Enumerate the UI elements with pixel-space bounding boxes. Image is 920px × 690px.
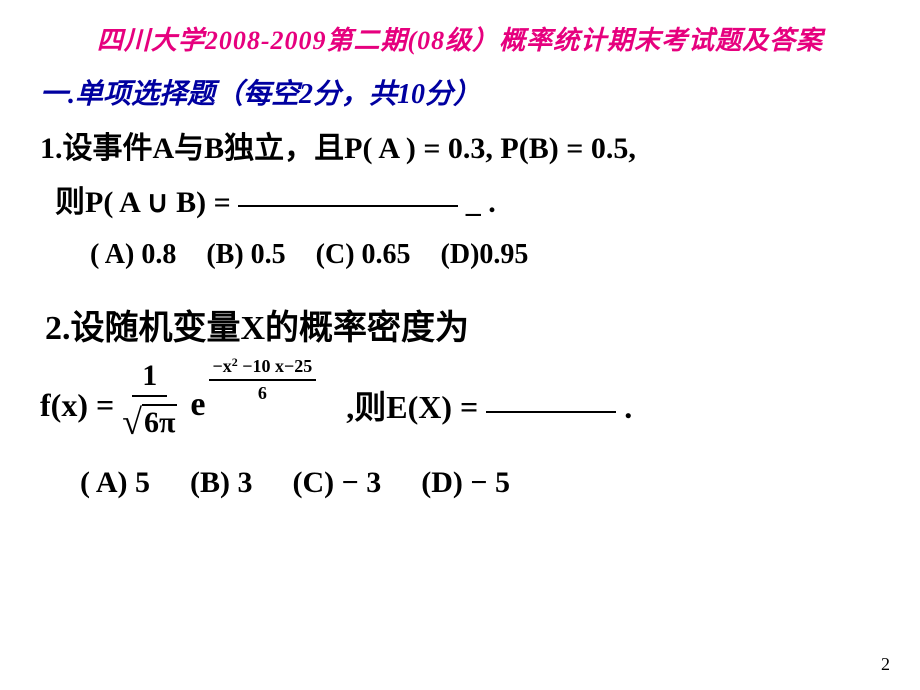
question-1: 1.设事件A与B独立，且P( A ) = 0.3, P(B) = 0.5, 则P… (30, 122, 890, 280)
exponent-fraction: −x2 −10 x−25 6 (209, 356, 317, 404)
q2-blank (486, 411, 616, 413)
q1-option-b: (B) 0.5 (206, 239, 285, 270)
q1-line1: 1.设事件A与B独立，且P( A ) = 0.3, P(B) = 0.5, (40, 122, 890, 176)
q2-option-c: (C) − 3 (293, 466, 382, 499)
q2-period: . (616, 389, 632, 425)
q2-option-d: (D) − 5 (421, 466, 510, 499)
q1-option-a: ( A) 0.8 (90, 239, 176, 270)
sqrt-symbol: √ (122, 401, 142, 443)
q2-option-a: ( A) 5 (80, 466, 150, 499)
e-base: e (190, 386, 205, 424)
frac-denominator: √6π (122, 397, 177, 441)
sqrt-content: 6π (142, 404, 177, 440)
question-2-heading: 2.设随机变量X的概率密度为 (30, 300, 890, 349)
exp-numerator: −x2 −10 x−25 (209, 356, 317, 381)
exp-denominator: 6 (258, 381, 267, 404)
q2-option-b: (B) 3 (190, 466, 253, 499)
frac-numerator: 1 (132, 359, 167, 397)
q1-line2: 则P( A ∪ B) = _ . (40, 176, 890, 230)
q1-line2-pre: 则P( A ∪ B) = (55, 186, 238, 219)
fraction-1-over-sqrt6pi: 1 √6π (122, 359, 177, 441)
q1-option-d: (D)0.95 (441, 239, 529, 270)
q1-blank (238, 205, 458, 207)
section-header: 一.单项选择题（每空2分，共10分） (30, 72, 890, 112)
then-ex: ,则E(X) = . (346, 382, 632, 428)
q1-line2-post: _ . (458, 186, 496, 219)
q1-option-c: (C) 0.65 (316, 239, 411, 270)
q2-options: ( A) 5 (B) 3 (C) − 3 (D) − 5 (30, 466, 890, 500)
q2-formula: f(x) = 1 √6π e −x2 −10 x−25 6 ,则E(X) = . (30, 364, 890, 446)
q2-then: ,则E(X) = (346, 389, 486, 425)
q1-options: ( A) 0.8 (B) 0.5 (C) 0.65 (D)0.95 (40, 230, 890, 280)
exam-title: 四川大学2008-2009第二期(08级）概率统计期末考试题及答案 (30, 20, 890, 57)
fx-label: f(x) = (40, 387, 114, 424)
page-number: 2 (881, 654, 890, 675)
